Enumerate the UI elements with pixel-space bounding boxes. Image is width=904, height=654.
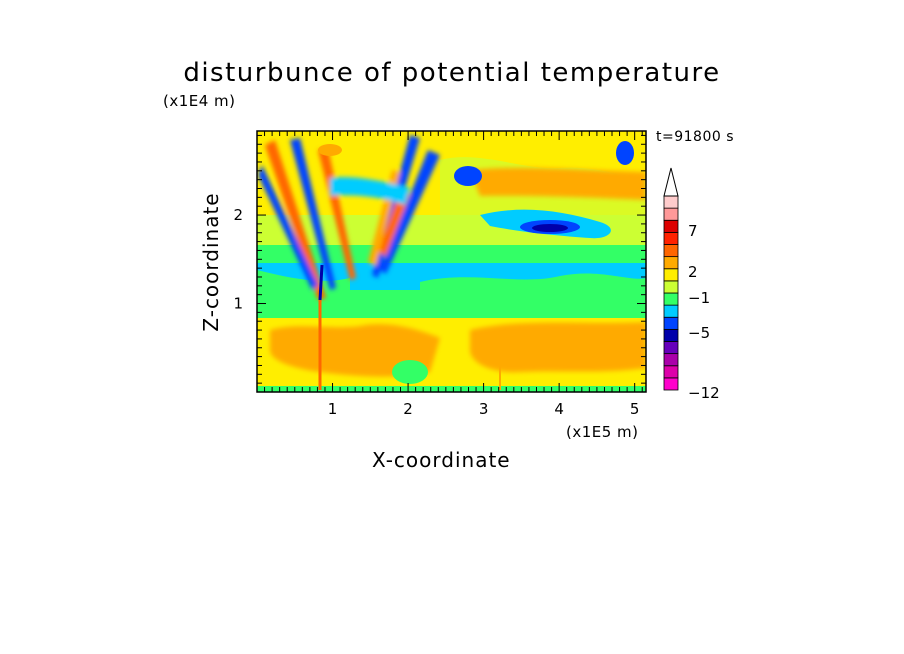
x-tick-label: 5 bbox=[630, 400, 640, 418]
x-tick-label: 4 bbox=[554, 400, 564, 418]
green-lobe-right bbox=[420, 273, 646, 292]
beam-left-2 bbox=[258, 165, 318, 290]
colorbar-swatch bbox=[663, 292, 679, 306]
orange-lobe-right bbox=[470, 322, 646, 373]
colorbar-extend-arrow bbox=[663, 167, 679, 197]
colorbar-tick-label: −5 bbox=[688, 324, 710, 342]
green-blob-bottom bbox=[392, 360, 428, 384]
x-axis-label: X-coordinate bbox=[372, 448, 511, 472]
blue-blob-top-right bbox=[616, 141, 634, 165]
beam-left-3 bbox=[290, 138, 336, 290]
y-tick-label: 2 bbox=[233, 206, 243, 224]
colorbar-tick-label: −12 bbox=[688, 384, 720, 402]
mountain-line-left-blue bbox=[318, 264, 324, 301]
colorbar-swatch bbox=[663, 244, 679, 258]
beam-right-2 bbox=[380, 150, 440, 274]
beam-cyan-center bbox=[330, 177, 410, 205]
colorbar-tick-label: −1 bbox=[688, 289, 710, 307]
colorbar: 7 2 −1 −5 −12 bbox=[663, 167, 720, 402]
beam-right-3 bbox=[378, 190, 410, 256]
colorbar-swatch bbox=[663, 280, 679, 294]
green-lobe-left bbox=[257, 270, 350, 295]
heatmap-field bbox=[257, 131, 646, 392]
x-tick-label: 2 bbox=[403, 400, 413, 418]
beam-left-1 bbox=[265, 140, 326, 300]
x-tick-label: 3 bbox=[479, 400, 489, 418]
colorbar-swatch bbox=[663, 268, 679, 282]
colorbar-swatch bbox=[663, 316, 679, 330]
x-unit-label: (x1E5 m) bbox=[566, 423, 639, 441]
plot-frame bbox=[256, 130, 647, 393]
colorbar-swatch bbox=[663, 219, 679, 233]
y-tick-label: 1 bbox=[233, 295, 243, 313]
colorbar-swatch bbox=[663, 304, 679, 318]
layer-bottom-green bbox=[257, 386, 646, 392]
colorbar-swatch bbox=[663, 365, 679, 379]
colorbar-swatch bbox=[663, 256, 679, 270]
orange-blob-top bbox=[318, 144, 342, 156]
colorbar-swatch bbox=[663, 231, 679, 245]
colorbar-swatch bbox=[663, 353, 679, 367]
y-ticks: 12 bbox=[233, 134, 646, 393]
colorbar-swatch bbox=[663, 377, 679, 391]
wave-beams bbox=[258, 135, 440, 300]
blue-blob-upper bbox=[454, 166, 482, 186]
orange-band-upper-right bbox=[470, 167, 646, 200]
beam-left-4 bbox=[318, 148, 356, 280]
colorbar-swatch bbox=[663, 195, 679, 209]
chart-title: disturbunce of potential temperature bbox=[183, 58, 721, 88]
x-tick-label: 1 bbox=[328, 400, 338, 418]
time-label: t=91800 s bbox=[656, 129, 734, 145]
colorbar-tick-label: 2 bbox=[688, 263, 698, 281]
y-unit-label: (x1E4 m) bbox=[163, 92, 236, 110]
colorbar-tick-label: 7 bbox=[688, 222, 698, 240]
colorbar-swatch bbox=[663, 328, 679, 342]
layer-green bbox=[257, 245, 646, 263]
x-ticks: 1 2 3 4 5 bbox=[256, 131, 643, 418]
colorbar-swatch bbox=[663, 207, 679, 221]
colorbar-swatch bbox=[663, 341, 679, 355]
darkblue-feature-right bbox=[532, 224, 568, 232]
